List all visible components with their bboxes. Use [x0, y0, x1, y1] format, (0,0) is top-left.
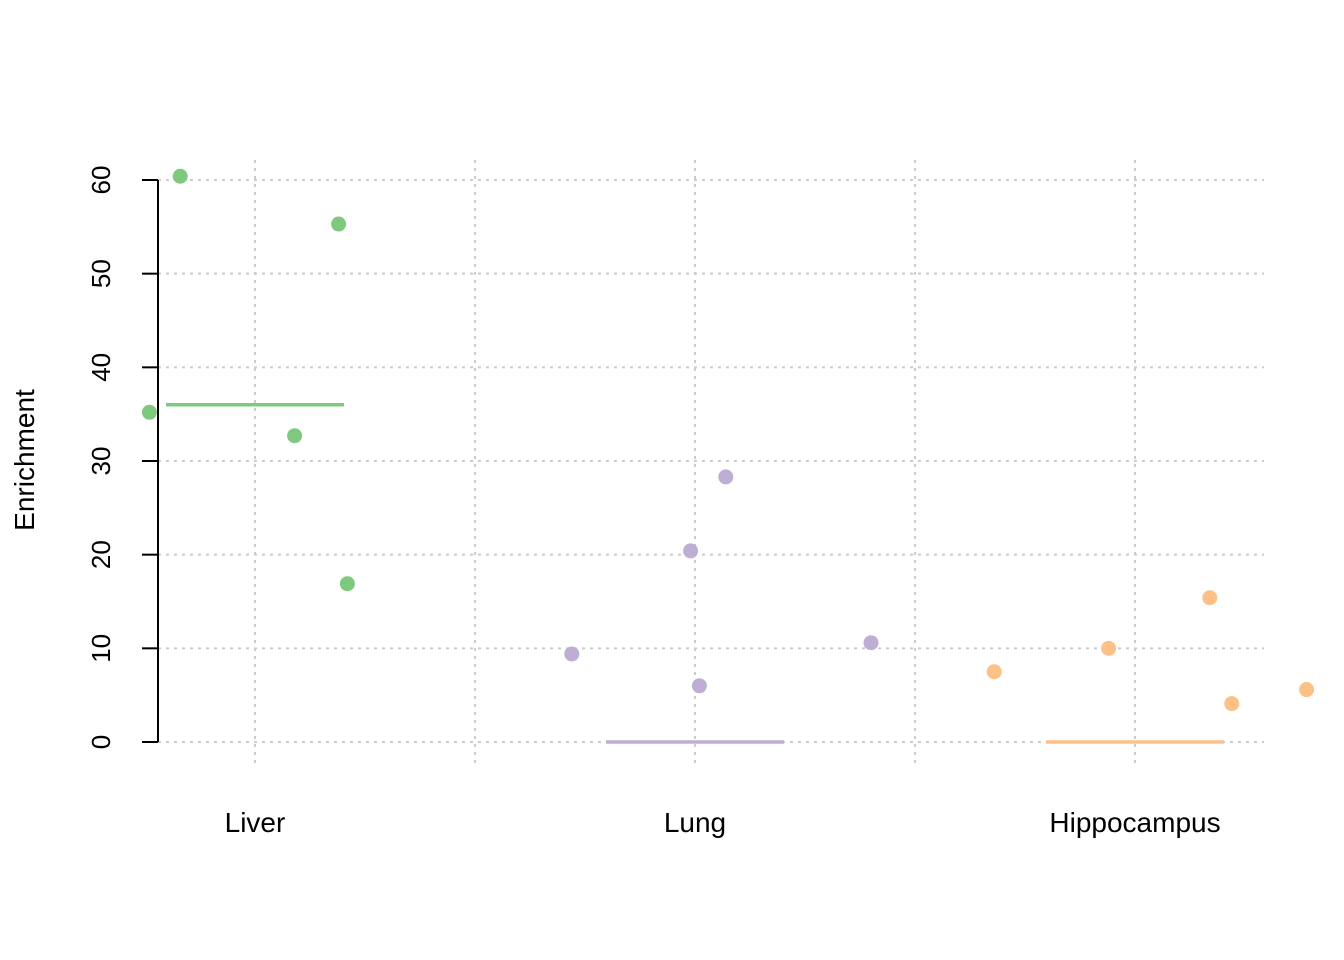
y-tick-labels: 0 10 20 30 40 50 60: [86, 166, 116, 750]
data-point-hippocampus: [1202, 590, 1218, 606]
data-point-hippocampus: [1299, 682, 1315, 698]
y-tick-label: 0: [86, 735, 116, 749]
data-point-liver: [172, 168, 188, 184]
data-point-lung: [691, 678, 707, 694]
data-point-lung: [683, 543, 699, 559]
y-axis: [142, 179, 159, 743]
data-points: [141, 168, 1315, 712]
data-point-lung: [564, 646, 580, 662]
y-tick-label: 60: [86, 166, 116, 195]
data-point-hippocampus: [1101, 640, 1117, 656]
data-point-liver: [141, 404, 157, 420]
data-point-liver: [287, 428, 303, 444]
data-point-hippocampus: [1224, 696, 1240, 712]
y-tick-label: 10: [86, 634, 116, 663]
data-point-hippocampus: [986, 664, 1002, 680]
median-lines: [166, 403, 1224, 744]
category-labels: Liver Lung Hippocampus: [225, 807, 1221, 838]
grid: [158, 160, 1264, 766]
data-point-lung: [863, 635, 879, 651]
y-axis-title: Enrichment: [9, 389, 40, 531]
data-point-liver: [331, 216, 347, 232]
y-tick-label: 30: [86, 447, 116, 476]
y-tick-label: 20: [86, 540, 116, 569]
y-tick-label: 40: [86, 353, 116, 382]
category-label-lung: Lung: [664, 807, 726, 838]
data-point-liver: [339, 576, 355, 592]
data-point-lung: [718, 469, 734, 485]
category-label-hippocampus: Hippocampus: [1049, 807, 1220, 838]
category-label-liver: Liver: [225, 807, 286, 838]
y-tick-label: 50: [86, 259, 116, 288]
